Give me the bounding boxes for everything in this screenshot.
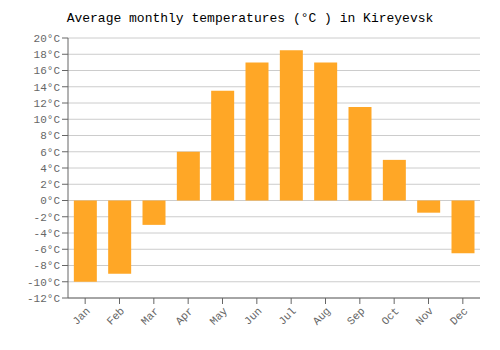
- svg-text:Oct: Oct: [379, 305, 401, 327]
- svg-text:-12°C: -12°C: [27, 293, 60, 305]
- svg-text:20°C: 20°C: [34, 33, 61, 45]
- svg-text:Mar: Mar: [139, 305, 161, 327]
- svg-text:Jul: Jul: [276, 305, 298, 327]
- svg-text:Apr: Apr: [173, 305, 195, 327]
- svg-text:-2°C: -2°C: [34, 212, 61, 224]
- svg-text:6°C: 6°C: [40, 147, 60, 159]
- svg-text:2°C: 2°C: [40, 179, 60, 191]
- svg-text:Jun: Jun: [242, 305, 264, 327]
- svg-text:8°C: 8°C: [40, 130, 60, 142]
- svg-text:-10°C: -10°C: [27, 277, 60, 289]
- svg-text:Dec: Dec: [448, 305, 470, 327]
- svg-text:Feb: Feb: [105, 305, 127, 327]
- svg-text:14°C: 14°C: [34, 82, 61, 94]
- svg-text:18°C: 18°C: [34, 49, 61, 61]
- svg-text:Jan: Jan: [70, 305, 92, 327]
- svg-text:10°C: 10°C: [34, 114, 61, 126]
- svg-text:-4°C: -4°C: [34, 228, 61, 240]
- svg-text:May: May: [208, 305, 231, 328]
- svg-text:Nov: Nov: [414, 305, 437, 328]
- svg-text:-8°C: -8°C: [34, 260, 61, 272]
- svg-text:Sep: Sep: [345, 305, 367, 327]
- svg-text:16°C: 16°C: [34, 65, 61, 77]
- svg-text:-6°C: -6°C: [34, 244, 61, 256]
- svg-text:Aug: Aug: [311, 305, 333, 327]
- svg-text:4°C: 4°C: [40, 163, 60, 175]
- svg-text:0°C: 0°C: [40, 195, 60, 207]
- svg-text:12°C: 12°C: [34, 98, 61, 110]
- html-text:Average monthly temperatures (: Average monthly temperatures (°C ) in Ki…: [66, 11, 434, 26]
